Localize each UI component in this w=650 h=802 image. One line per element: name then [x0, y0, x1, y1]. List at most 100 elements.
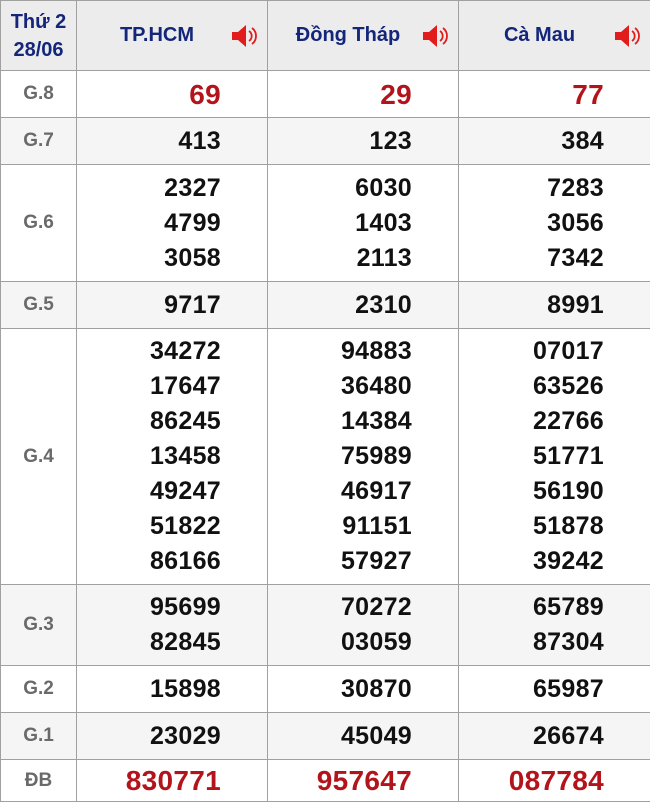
prize-number: 14384	[268, 404, 412, 439]
prize-number: 75989	[268, 439, 412, 474]
prize-values-cell: 830771	[77, 760, 268, 802]
prize-number: 9717	[77, 288, 221, 323]
prize-label: G.4	[1, 329, 77, 585]
prize-values-cell: 2310	[268, 282, 459, 329]
prize-number: 29	[268, 77, 412, 112]
prize-values-cell: 087784	[459, 760, 650, 802]
prize-values-cell: 65987	[459, 666, 650, 713]
prize-number: 22766	[459, 404, 604, 439]
date-cell: Thứ 2 28/06	[1, 1, 77, 71]
prize-number: 23029	[77, 719, 221, 754]
prize-number: 77	[459, 77, 604, 112]
prize-number: 65987	[459, 672, 604, 707]
prize-number: 95699	[77, 590, 221, 625]
prize-number: 15898	[77, 672, 221, 707]
prize-number: 82845	[77, 625, 221, 660]
prize-number: 3056	[459, 206, 604, 241]
prize-number: 03059	[268, 625, 412, 660]
prize-number: 34272	[77, 334, 221, 369]
prize-number: 36480	[268, 369, 412, 404]
prize-values-cell: 957647	[268, 760, 459, 802]
speaker-icon[interactable]	[420, 21, 450, 51]
prize-label: ĐB	[1, 760, 77, 802]
prize-label: G.7	[1, 118, 77, 165]
prize-number: 957647	[268, 763, 412, 798]
prize-values-cell: 45049	[268, 713, 459, 760]
prize-number: 7342	[459, 241, 604, 276]
prize-values-cell: 15898	[77, 666, 268, 713]
day-label: Thứ 2	[11, 11, 67, 33]
province-header: Cà Mau	[459, 1, 650, 71]
prize-values-cell: 8991	[459, 282, 650, 329]
speaker-icon[interactable]	[612, 21, 642, 51]
prize-number: 51771	[459, 439, 604, 474]
province-header: TP.HCM	[77, 1, 268, 71]
prize-number: 39242	[459, 544, 604, 579]
prize-number: 123	[268, 124, 412, 159]
prize-number: 413	[77, 124, 221, 159]
prize-number: 87304	[459, 625, 604, 660]
prize-number: 2113	[268, 241, 412, 276]
prize-number: 86166	[77, 544, 221, 579]
prize-number: 57927	[268, 544, 412, 579]
prize-number: 7283	[459, 171, 604, 206]
prize-number: 86245	[77, 404, 221, 439]
prize-number: 91151	[268, 509, 412, 544]
prize-label: G.8	[1, 71, 77, 118]
prize-number: 63526	[459, 369, 604, 404]
prize-values-cell: 26674	[459, 713, 650, 760]
prize-number: 2327	[77, 171, 221, 206]
prize-number: 65789	[459, 590, 604, 625]
prize-number: 51822	[77, 509, 221, 544]
prize-number: 56190	[459, 474, 604, 509]
prize-number: 45049	[268, 719, 412, 754]
prize-values-cell: 29	[268, 71, 459, 118]
prize-number: 3058	[77, 241, 221, 276]
prize-number: 2310	[268, 288, 412, 323]
prize-label: G.5	[1, 282, 77, 329]
prize-values-cell: 9717	[77, 282, 268, 329]
prize-values-cell: 413	[77, 118, 268, 165]
prize-number: 69	[77, 77, 221, 112]
prize-values-cell: 384	[459, 118, 650, 165]
prize-label: G.2	[1, 666, 77, 713]
prize-number: 51878	[459, 509, 604, 544]
prize-label: G.6	[1, 165, 77, 282]
date-label: 28/06	[13, 39, 63, 61]
prize-number: 30870	[268, 672, 412, 707]
prize-number: 49247	[77, 474, 221, 509]
prize-number: 26674	[459, 719, 604, 754]
speaker-icon[interactable]	[229, 21, 259, 51]
prize-number: 07017	[459, 334, 604, 369]
prize-number: 830771	[77, 763, 221, 798]
prize-number: 1403	[268, 206, 412, 241]
prize-label: G.1	[1, 713, 77, 760]
prize-number: 13458	[77, 439, 221, 474]
prize-number: 70272	[268, 590, 412, 625]
prize-number: 94883	[268, 334, 412, 369]
prize-number: 384	[459, 124, 604, 159]
prize-values-cell: 30870	[268, 666, 459, 713]
prize-label: G.3	[1, 585, 77, 666]
prize-number: 087784	[459, 763, 604, 798]
prize-number: 4799	[77, 206, 221, 241]
